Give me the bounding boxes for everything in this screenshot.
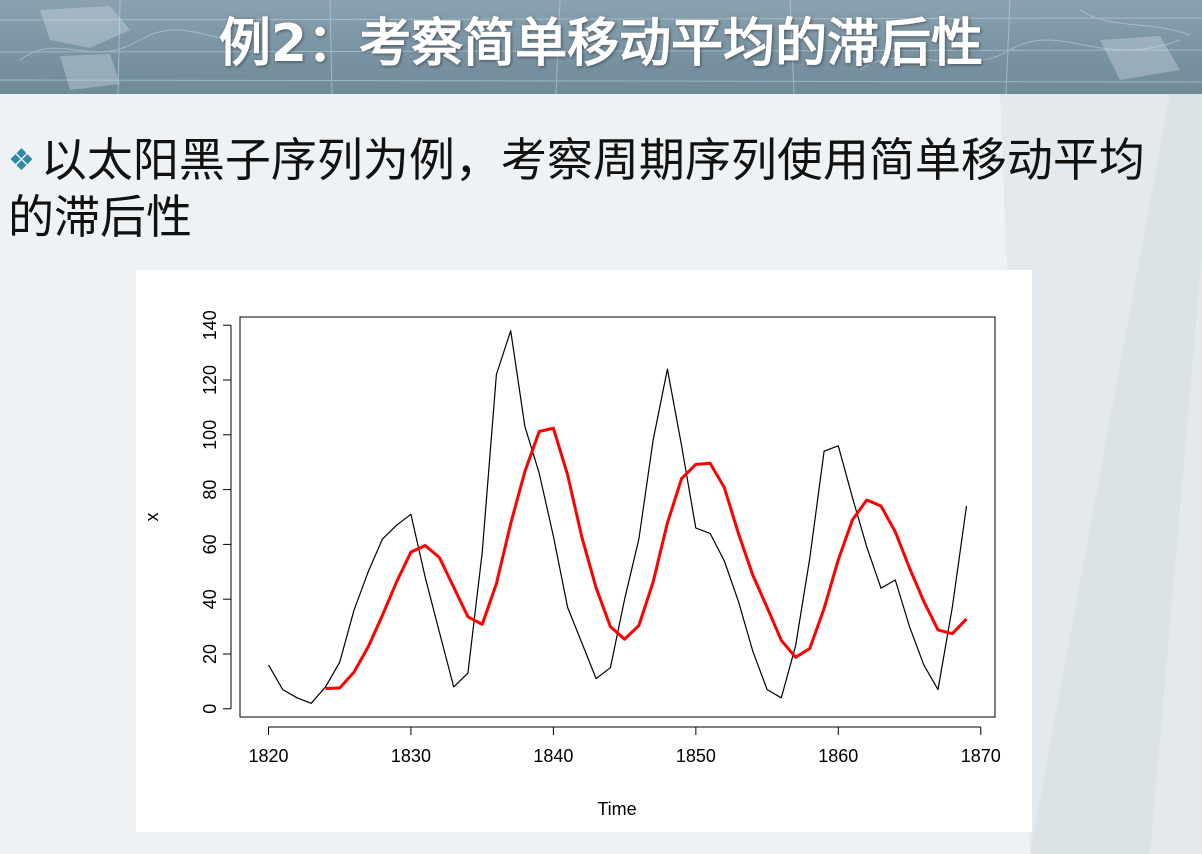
- background-decoration: [1000, 94, 1202, 854]
- y-tick-label: 140: [200, 310, 220, 340]
- y-tick-label: 80: [200, 480, 220, 500]
- y-tick-label: 120: [200, 365, 220, 395]
- slide-title: 例2：考察简单移动平均的滞后性: [218, 14, 984, 74]
- bullet-point: ❖ 以太阳黑子序列为例，考察周期序列使用简单移动平均的滞后性: [8, 132, 1188, 245]
- y-tick-label: 100: [200, 420, 220, 450]
- x-tick-label: 1870: [961, 746, 1001, 766]
- title-banner: 例2：考察简单移动平均的滞后性: [0, 0, 1202, 94]
- sunspot-chart: 1820 1830 1840 1850 1860 1870 0 20 40 60 80 100 120…: [142, 310, 1001, 819]
- map-texture-icon: [0, 0, 1202, 94]
- y-axis: 0 20 40 60 80 100 120 140: [200, 310, 232, 714]
- y-axis-label: x: [142, 513, 162, 522]
- x-tick-label: 1840: [533, 746, 573, 766]
- x-axis: 1820 1830 1840 1850 1860 1870: [248, 726, 1001, 766]
- x-tick-label: 1850: [676, 746, 716, 766]
- x-axis-label: Time: [597, 799, 636, 819]
- y-tick-label: 40: [200, 589, 220, 609]
- y-tick-label: 0: [200, 704, 220, 714]
- plot-frame: [239, 316, 996, 718]
- x-tick-label: 1820: [248, 746, 288, 766]
- diamond-bullet-icon: ❖: [8, 143, 35, 178]
- moving-average-line: [325, 426, 968, 690]
- bullet-text: 以太阳黑子序列为例，考察周期序列使用简单移动平均的滞后性: [8, 133, 1145, 244]
- x-tick-label: 1860: [818, 746, 858, 766]
- y-tick-label: 20: [200, 644, 220, 664]
- y-tick-label: 60: [200, 534, 220, 554]
- raw-series-line: [267, 330, 968, 704]
- x-tick-label: 1830: [391, 746, 431, 766]
- chart-panel: 1820 1830 1840 1850 1860 1870 0 20 40 60 80 100 120…: [136, 270, 1032, 832]
- series-layer: [267, 330, 968, 704]
